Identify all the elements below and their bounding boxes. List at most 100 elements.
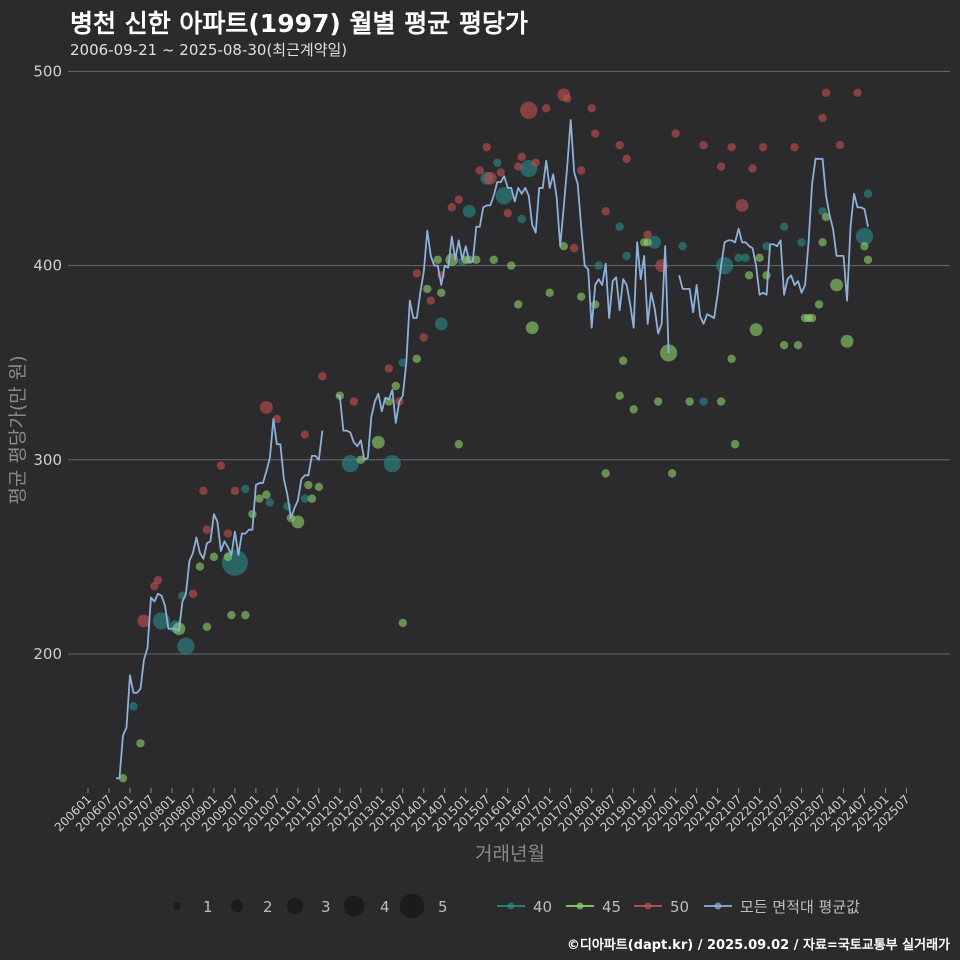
y-tick-label: 400	[33, 257, 62, 275]
point-50	[482, 142, 491, 152]
point-40	[863, 189, 873, 198]
point-50	[426, 296, 435, 305]
point-45	[454, 440, 463, 449]
point-40	[741, 253, 750, 263]
legend-series-label: 40	[533, 898, 552, 916]
point-45	[716, 397, 726, 406]
point-45	[223, 552, 233, 562]
point-50	[259, 400, 273, 414]
point-45	[818, 238, 827, 247]
point-40	[699, 397, 708, 406]
point-45	[202, 622, 212, 631]
point-50	[318, 372, 327, 381]
legend-size-label: 5	[438, 898, 448, 916]
point-45	[860, 241, 869, 251]
grid-lines	[68, 70, 950, 655]
point-45	[423, 284, 432, 294]
point-45	[793, 341, 803, 350]
point-50	[419, 333, 428, 342]
legend-series-label: 50	[670, 898, 689, 916]
point-50	[758, 142, 768, 152]
point-45	[227, 610, 236, 620]
point-50	[199, 486, 208, 496]
point-45	[749, 323, 763, 337]
point-45	[437, 288, 446, 297]
point-40	[716, 256, 734, 275]
point-50	[853, 88, 862, 97]
point-45	[807, 313, 817, 323]
point-50	[790, 142, 799, 152]
point-45	[255, 494, 264, 503]
point-40	[734, 253, 743, 263]
point-50	[577, 166, 586, 175]
avg-line-segment	[678, 157, 869, 325]
point-50	[818, 113, 827, 123]
y-tick-labels: 200 300 400 500	[33, 62, 62, 663]
point-40	[341, 455, 359, 473]
point-45	[618, 356, 628, 365]
source-caption: ©디아파트(dapt.kr) / 2025.09.02 / 자료=국토교통부 실…	[566, 938, 950, 953]
point-40	[678, 241, 687, 251]
y-tick-label: 200	[33, 645, 62, 663]
point-45	[262, 490, 271, 499]
point-50	[821, 88, 831, 97]
point-50	[727, 142, 736, 152]
point-45	[577, 292, 586, 301]
point-45	[209, 552, 219, 562]
avg-line-segment	[336, 119, 670, 461]
point-50	[384, 364, 394, 373]
point-45	[291, 515, 305, 529]
point-45	[304, 480, 313, 490]
point-50	[216, 461, 226, 470]
point-50	[601, 207, 610, 216]
point-40	[241, 484, 250, 494]
point-50	[503, 208, 512, 218]
point-50	[570, 243, 579, 253]
point-50	[716, 162, 726, 171]
legend-key-dot	[644, 902, 652, 910]
point-50	[517, 152, 526, 162]
chart-subtitle: 2006-09-21 ~ 2025-08-30(최근계약일)	[70, 41, 348, 59]
legend-size-label: 1	[203, 898, 213, 916]
point-40	[300, 494, 310, 503]
point-45	[371, 435, 385, 449]
point-50	[300, 430, 310, 439]
point-50	[496, 168, 505, 177]
point-45	[489, 255, 498, 264]
point-40	[517, 214, 526, 224]
point-40	[129, 702, 138, 711]
point-40	[648, 235, 662, 249]
point-40	[615, 222, 624, 231]
avg-line-segment	[115, 418, 324, 780]
legend-size-2	[230, 899, 244, 913]
legend-series-label: 모든 면적대 평균값	[740, 898, 860, 916]
legend-series-label: 45	[602, 898, 621, 916]
legend-key-dot	[507, 902, 515, 910]
point-45	[195, 562, 205, 571]
point-50	[188, 589, 198, 598]
point-50	[137, 614, 151, 628]
point-50	[671, 129, 680, 138]
point-45	[660, 344, 678, 362]
point-45	[821, 212, 831, 222]
point-50	[514, 162, 523, 171]
point-45	[241, 610, 250, 620]
point-45	[525, 321, 539, 335]
point-45	[248, 509, 257, 519]
point-40	[398, 358, 408, 367]
point-45	[559, 241, 568, 251]
point-45	[307, 494, 317, 503]
point-50	[202, 525, 212, 534]
point-50	[643, 230, 652, 239]
legend-size-5	[399, 893, 425, 919]
point-45	[356, 455, 366, 464]
point-45	[814, 300, 824, 309]
legend: 1 2 3 4 5 40 45 50 모든 면적대 평균값	[173, 893, 860, 919]
point-40	[462, 204, 476, 218]
point-50	[223, 529, 233, 538]
point-45	[545, 288, 554, 297]
legend-size-3	[286, 897, 304, 915]
point-45	[667, 469, 677, 478]
point-50	[735, 199, 749, 212]
point-45	[779, 341, 789, 350]
